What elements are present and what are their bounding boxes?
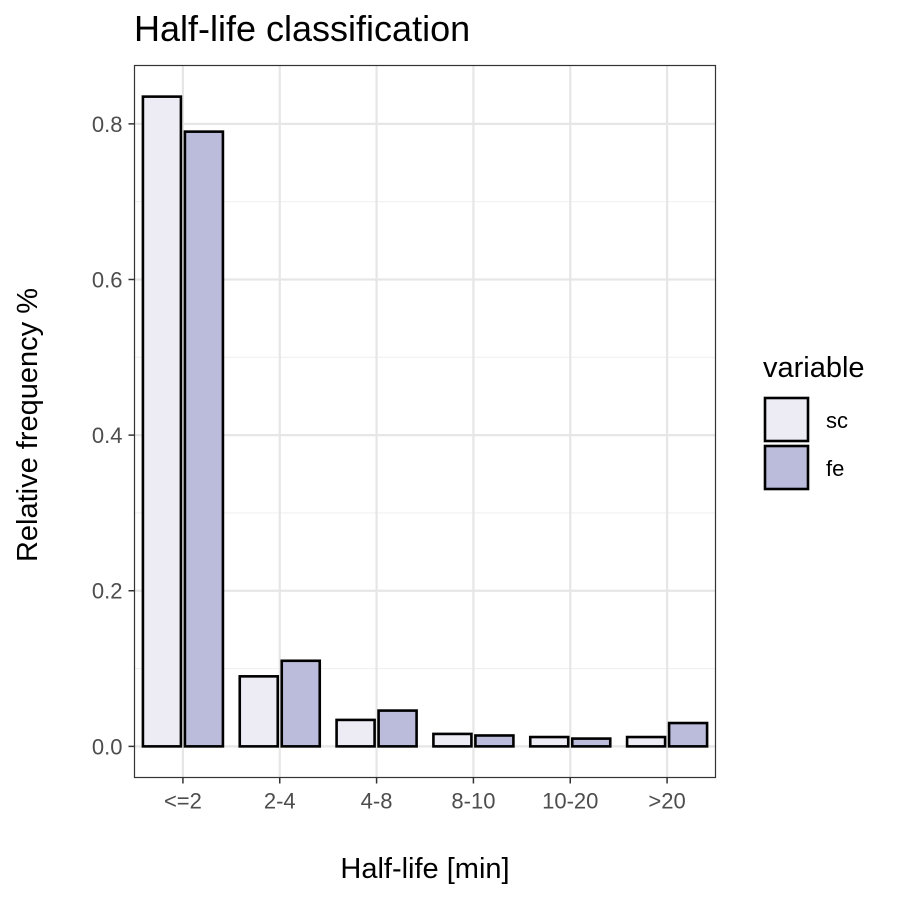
x-tick-label: 10-20 (542, 789, 598, 814)
bar-fe-4 (570, 737, 612, 748)
plot-border (133, 64, 717, 779)
x-tick-label: <=2 (164, 789, 202, 814)
grid (134, 65, 716, 778)
bar-fe-1 (280, 659, 322, 748)
x-axis: <=2 2-4 4-8 8-10 10-20 >20 (164, 777, 686, 814)
plot-background (134, 65, 716, 778)
legend-label-sc: sc (826, 408, 848, 433)
bar-sc-4 (528, 735, 570, 748)
y-axis: 0.0 0.2 0.4 0.6 0.8 (92, 112, 135, 759)
x-tick-label: >20 (648, 789, 685, 814)
bar-fe-2 (377, 709, 418, 748)
bar-sc-3 (432, 732, 473, 748)
bar-fe-0 (183, 130, 225, 748)
y-tick-label: 0.6 (92, 267, 123, 292)
x-axis-label: Half-life [min] (340, 853, 509, 885)
bar-sc-5 (625, 735, 667, 748)
y-tick-label: 0.4 (92, 423, 123, 448)
bar-sc-0 (141, 95, 183, 748)
bars (141, 95, 709, 748)
x-tick-label: 4-8 (361, 789, 393, 814)
bar-sc-2 (335, 718, 376, 748)
x-tick-label: 8-10 (451, 789, 495, 814)
plot-area (133, 64, 717, 779)
legend-key-sc (763, 396, 810, 443)
x-tick-label: 2-4 (264, 789, 296, 814)
legend-key-fe (763, 444, 810, 491)
y-tick-label: 0.0 (92, 734, 123, 759)
bar-fe-3 (474, 734, 515, 748)
y-tick-label: 0.8 (92, 112, 123, 137)
bar-sc-1 (238, 675, 280, 748)
legend: variable sc fe (763, 352, 865, 491)
legend-title: variable (763, 352, 865, 384)
legend-label-fe: fe (826, 456, 844, 481)
y-axis-label: Relative frequency % (12, 288, 44, 562)
y-tick-label: 0.2 (92, 579, 123, 604)
bar-fe-5 (667, 721, 709, 748)
chart-title: Half-life classification (134, 8, 470, 49)
